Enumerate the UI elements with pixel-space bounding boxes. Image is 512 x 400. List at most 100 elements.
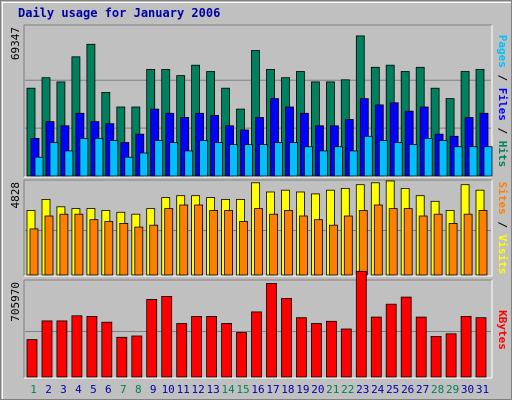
bar-kbytes — [340, 328, 352, 378]
legend-item-files: Files — [496, 88, 509, 121]
x-tick-label: 21 — [326, 383, 339, 396]
x-tick-label: 6 — [105, 383, 112, 396]
bar-sites — [194, 204, 204, 276]
bar-kbytes — [355, 270, 367, 378]
x-tick-label: 3 — [60, 383, 67, 396]
x-tick-label: 22 — [341, 383, 354, 396]
chart-title: Daily usage for January 2006 — [18, 6, 221, 20]
bar-pages — [438, 140, 448, 177]
x-tick-label: 24 — [371, 383, 385, 396]
bar-sites — [418, 215, 428, 276]
bar-pages — [109, 140, 119, 177]
legend-separator: / — [496, 68, 509, 88]
x-tick-label: 10 — [162, 383, 175, 396]
bar-pages — [318, 150, 328, 177]
bar-sites — [29, 228, 39, 276]
bar-kbytes — [71, 315, 83, 378]
bar-sites — [298, 215, 308, 276]
bar-kbytes — [445, 333, 457, 378]
legend-item-hits: Hits — [496, 141, 509, 168]
bar-sites — [104, 221, 114, 276]
bar-sites — [179, 204, 189, 276]
bar-sites — [463, 213, 473, 276]
x-tick-label: 12 — [191, 383, 204, 396]
bar-pages — [393, 142, 403, 177]
bar-pages — [363, 135, 373, 177]
bar-sites — [284, 210, 293, 276]
x-tick-label: 18 — [281, 383, 294, 396]
x-tick-label: 1 — [30, 383, 37, 396]
bar-pages — [468, 146, 478, 177]
x-tick-label: 29 — [446, 383, 459, 396]
x-tick-label: 17 — [266, 383, 279, 396]
bar-sites — [403, 208, 413, 276]
bar-pages — [274, 142, 283, 177]
bar-pages — [289, 142, 298, 177]
legend-item-kbytes: KBytes — [496, 310, 509, 350]
x-tick-label: 23 — [356, 383, 369, 396]
x-tick-label: 13 — [206, 383, 219, 396]
bar-pages — [259, 144, 268, 177]
bar-sites — [119, 222, 129, 276]
x-tick-label: 27 — [416, 383, 429, 396]
bar-pages — [184, 150, 194, 177]
bar-kbytes — [56, 320, 68, 378]
x-tick-label: 7 — [120, 383, 127, 396]
bar-kbytes — [86, 315, 98, 378]
x-tick-label: 30 — [461, 383, 474, 396]
x-tick-label: 25 — [386, 383, 399, 396]
bar-kbytes — [281, 297, 292, 378]
bar-pages — [79, 137, 89, 177]
legend-middle: Sites / Visits — [496, 182, 509, 275]
bar-pages — [214, 142, 224, 177]
x-tick-label: 15 — [236, 383, 249, 396]
bar-sites — [478, 210, 488, 276]
bar-kbytes — [385, 303, 397, 378]
bar-pages — [199, 140, 209, 177]
bar-kbytes — [101, 321, 113, 378]
x-tick-label: 11 — [177, 383, 190, 396]
max-label-kbytes: 705970 — [9, 282, 22, 322]
x-tick-label: 14 — [221, 383, 235, 396]
bar-sites — [59, 213, 69, 276]
bar-sites — [388, 208, 398, 276]
bar-kbytes — [26, 339, 38, 378]
bar-pages — [64, 150, 74, 177]
bar-pages — [139, 152, 149, 177]
bar-kbytes — [370, 316, 382, 378]
bar-kbytes — [460, 315, 472, 378]
bar-sites — [328, 224, 338, 276]
bar-kbytes — [41, 320, 53, 378]
bar-kbytes — [206, 315, 218, 378]
bar-kbytes — [430, 335, 442, 378]
bar-sites — [149, 224, 159, 276]
bar-kbytes — [251, 311, 262, 378]
x-tick-label: 16 — [251, 383, 264, 396]
bar-kbytes — [176, 323, 188, 378]
bar-sites — [433, 213, 443, 276]
x-tick-label: 2 — [45, 383, 52, 396]
bar-pages — [244, 144, 253, 177]
bar-sites — [343, 215, 353, 276]
bar-pages — [169, 142, 179, 177]
bar-pages — [333, 146, 343, 177]
bar-pages — [34, 156, 44, 177]
bar-pages — [154, 140, 164, 177]
x-tick-label: 5 — [90, 383, 97, 396]
bar-sites — [164, 208, 174, 276]
x-tick-label: 28 — [431, 383, 444, 396]
x-tick-label: 9 — [150, 383, 157, 396]
bar-kbytes — [146, 298, 158, 378]
bar-pages — [378, 140, 388, 177]
bar-pages — [423, 137, 433, 177]
bar-kbytes — [161, 295, 173, 378]
bar-sites — [74, 213, 84, 276]
bar-sites — [224, 210, 234, 276]
bar-sites — [89, 219, 99, 276]
bar-kbytes — [236, 332, 247, 378]
legend-bottom: KBytes — [496, 310, 509, 350]
x-tick-label: 19 — [296, 383, 309, 396]
x-tick-label: 31 — [476, 383, 489, 396]
